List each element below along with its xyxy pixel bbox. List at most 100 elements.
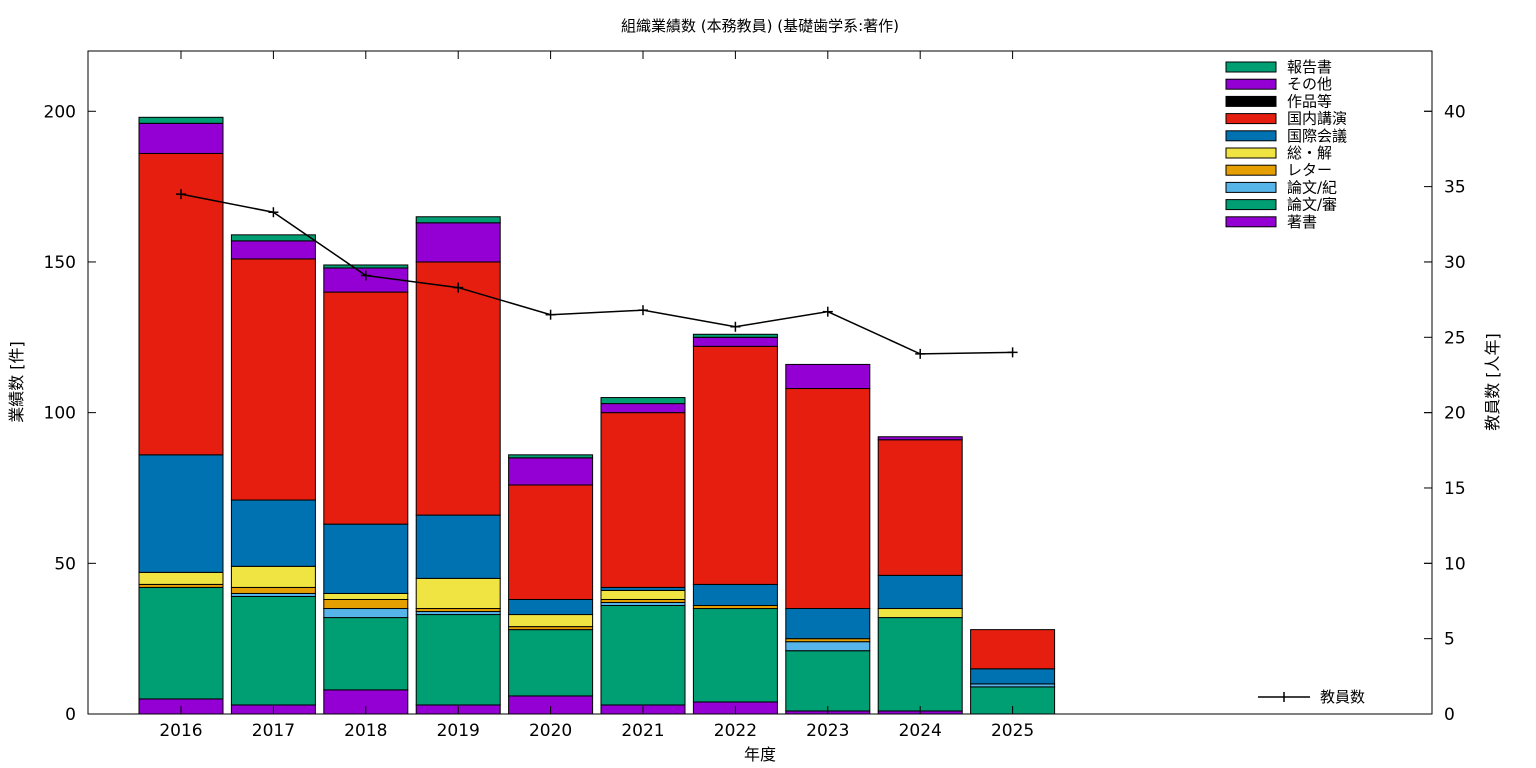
faculty-point-2021 (638, 305, 648, 316)
chart-title: 組織業績数 (本務教員) (基礎歯学系:著作) (621, 17, 899, 35)
bar-2020-論文-審 (508, 629, 594, 697)
y2-tick-label-25: 25 (1444, 328, 1466, 348)
faculty-point-2022 (730, 321, 741, 332)
x-axis-label: 年度 (744, 745, 776, 764)
y-tick-label-0: 0 (65, 705, 76, 725)
y2-tick-label-0: 0 (1444, 705, 1455, 725)
faculty-line-path (180, 193, 1013, 355)
x-tick-label-2025: 2025 (991, 721, 1034, 741)
y2-axis-label: 教員数 [人年] (1483, 333, 1502, 431)
bar-2016-国際会議 (138, 454, 224, 573)
bar-2023-国内講演 (785, 388, 871, 610)
bar-2020-その他 (508, 457, 594, 486)
legend-label-報告書: 報告書 (1287, 58, 1332, 76)
y-tick-label-200: 200 (44, 102, 76, 122)
bar-2018-国内講演 (323, 291, 409, 525)
legend-item-報告書: 報告書 (1225, 58, 1332, 76)
legend-swatch-その他 (1225, 78, 1277, 90)
y2-tick-label-20: 20 (1444, 404, 1466, 424)
bar-2017-総-解 (230, 565, 316, 588)
legend-item-国内講演: 国内講演 (1225, 110, 1347, 128)
bar-2025-国内講演 (970, 629, 1056, 670)
bar-2019-国内講演 (415, 261, 501, 516)
legend-item-著書: 著書 (1225, 213, 1317, 231)
legend-swatch-総-解 (1225, 147, 1277, 159)
bar-2020-総-解 (508, 614, 594, 628)
bar-2017-国際会議 (230, 499, 316, 567)
faculty-point-2017 (268, 207, 279, 218)
y2-tick-label-10: 10 (1444, 554, 1466, 574)
x-tick-label-2023: 2023 (806, 721, 849, 741)
bar-2018-総-解 (323, 592, 409, 600)
bar-2016-総-解 (138, 571, 224, 585)
y-tick-label-100: 100 (44, 404, 76, 424)
bar-2024-国際会議 (877, 574, 963, 610)
legend-label-論文-紀: 論文/紀 (1287, 178, 1337, 196)
bars (138, 116, 1056, 715)
x-tick-label-2017: 2017 (252, 721, 295, 741)
bar-2018-論文-審 (323, 617, 409, 691)
bar-2025-国際会議 (970, 668, 1056, 685)
faculty-point-2020 (545, 309, 556, 320)
bar-2020-国内講演 (508, 484, 594, 600)
faculty-point-2023 (822, 306, 833, 317)
bar-2017-論文-審 (230, 595, 316, 706)
bar-2019-その他 (415, 222, 501, 263)
legend-item-その他: その他 (1225, 75, 1332, 93)
faculty-point-2019 (453, 282, 464, 293)
bar-2022-国際会議 (692, 583, 778, 607)
legend-item-レター: レター (1225, 161, 1332, 179)
faculty-point-2025 (1007, 347, 1018, 358)
bar-2023-論文-紀 (785, 641, 871, 652)
bar-2018-論文-紀 (323, 608, 409, 619)
bar-2017-レター (230, 586, 316, 594)
bar-2016-その他 (138, 122, 224, 154)
legend-swatch-報告書 (1225, 61, 1277, 73)
bar-2017-国内講演 (230, 258, 316, 501)
y-axis-right: 0 5 10 15 20 25 30 35 40 (1424, 102, 1466, 725)
bar-2018-報告書 (323, 264, 409, 269)
line-legend: 教員数 (1258, 688, 1365, 706)
y2-tick-label-5: 5 (1444, 630, 1455, 650)
bar-2018-レター (323, 598, 409, 610)
bar-2017-その他 (230, 240, 316, 260)
bar-2021-国内講演 (600, 412, 686, 588)
bar-2023-国際会議 (785, 608, 871, 640)
x-tick-label-2021: 2021 (621, 721, 664, 741)
legend-label-国際会議: 国際会議 (1287, 127, 1347, 145)
legend-label-論文-審: 論文/審 (1287, 196, 1337, 214)
x-axis: 2016 2017 2018 2019 2020 2021 2022 2023 2024 2025 (159, 51, 1034, 741)
bar-2021-その他 (600, 403, 686, 414)
bar-2022-その他 (692, 336, 778, 347)
bar-2016-論文-審 (138, 586, 224, 700)
bar-2022-論文-審 (692, 608, 778, 703)
legend-swatch-論文-審 (1225, 199, 1277, 211)
legend-label-その他: その他 (1287, 75, 1332, 93)
legend-label-国内講演: 国内講演 (1287, 110, 1347, 128)
legend-swatch-作品等 (1225, 95, 1277, 107)
bar-2023-論文-審 (785, 650, 871, 712)
y2-tick-label-15: 15 (1444, 479, 1466, 499)
bar-2022-報告書 (692, 333, 778, 338)
bar-2023-その他 (785, 363, 871, 390)
x-tick-label-2019: 2019 (437, 721, 480, 741)
bar-2020-報告書 (508, 454, 594, 459)
faculty-point-2024 (915, 348, 926, 359)
legend-label-作品等: 作品等 (1287, 92, 1332, 110)
bar-2019-国際会議 (415, 514, 501, 579)
x-tick-label-2022: 2022 (714, 721, 757, 741)
legend-swatch-レター (1225, 164, 1277, 176)
bar-2019-総-解 (415, 577, 501, 610)
bar-2016-国内講演 (138, 152, 224, 456)
y-axis-label: 業績数 [件] (7, 341, 26, 423)
y-tick-label-150: 150 (44, 253, 76, 273)
bar-2018-国際会議 (323, 523, 409, 594)
bar-2017-報告書 (230, 234, 316, 242)
y2-tick-label-40: 40 (1444, 102, 1466, 122)
bar-2022-国内講演 (692, 345, 778, 585)
y-tick-label-50: 50 (54, 554, 76, 574)
y-axis-left: 0 50 100 150 200 (44, 102, 1432, 725)
line-legend-label: 教員数 (1320, 688, 1365, 706)
legend-item-作品等: 作品等 (1225, 92, 1332, 110)
